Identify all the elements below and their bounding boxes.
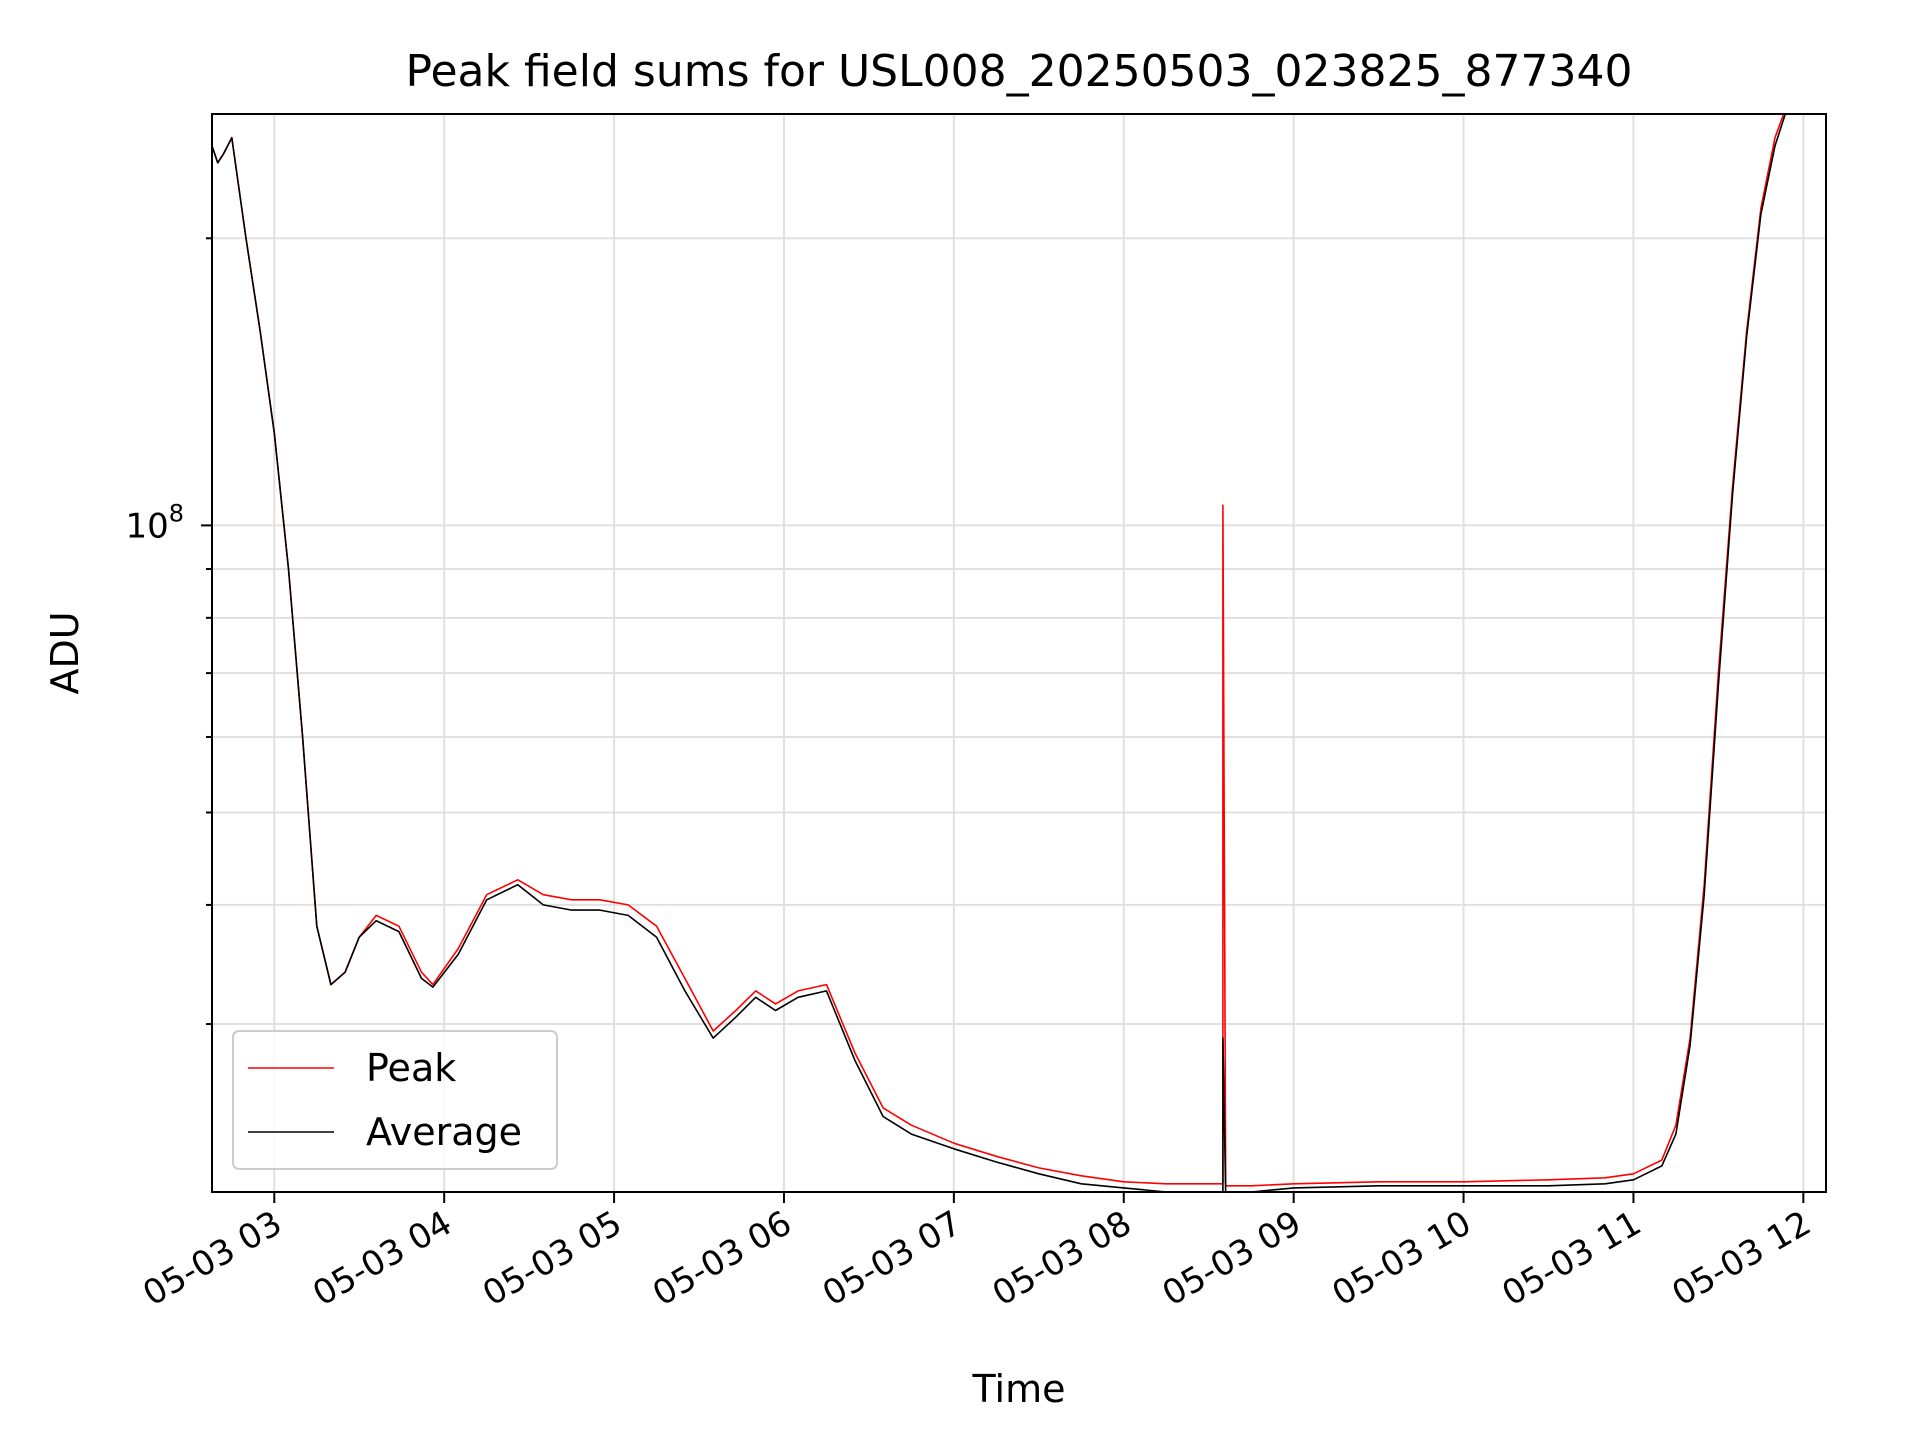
chart-title: Peak field sums for USL008_20250503_0238…: [406, 46, 1633, 97]
y-tick-label: 108: [125, 499, 184, 546]
y-axis: 108: [125, 237, 212, 1026]
series-line-average: [212, 114, 1787, 1192]
legend-average-label: Average: [366, 1110, 522, 1154]
y-axis-label: ADU: [43, 611, 87, 694]
legend-box: [232, 1030, 558, 1170]
x-axis-label: Time: [972, 1367, 1066, 1411]
legend-peak-label: Peak: [366, 1046, 456, 1090]
plot-frame: [211, 113, 1827, 1193]
legend: Peak Average: [232, 1030, 558, 1170]
series-layer: [212, 114, 1787, 1192]
